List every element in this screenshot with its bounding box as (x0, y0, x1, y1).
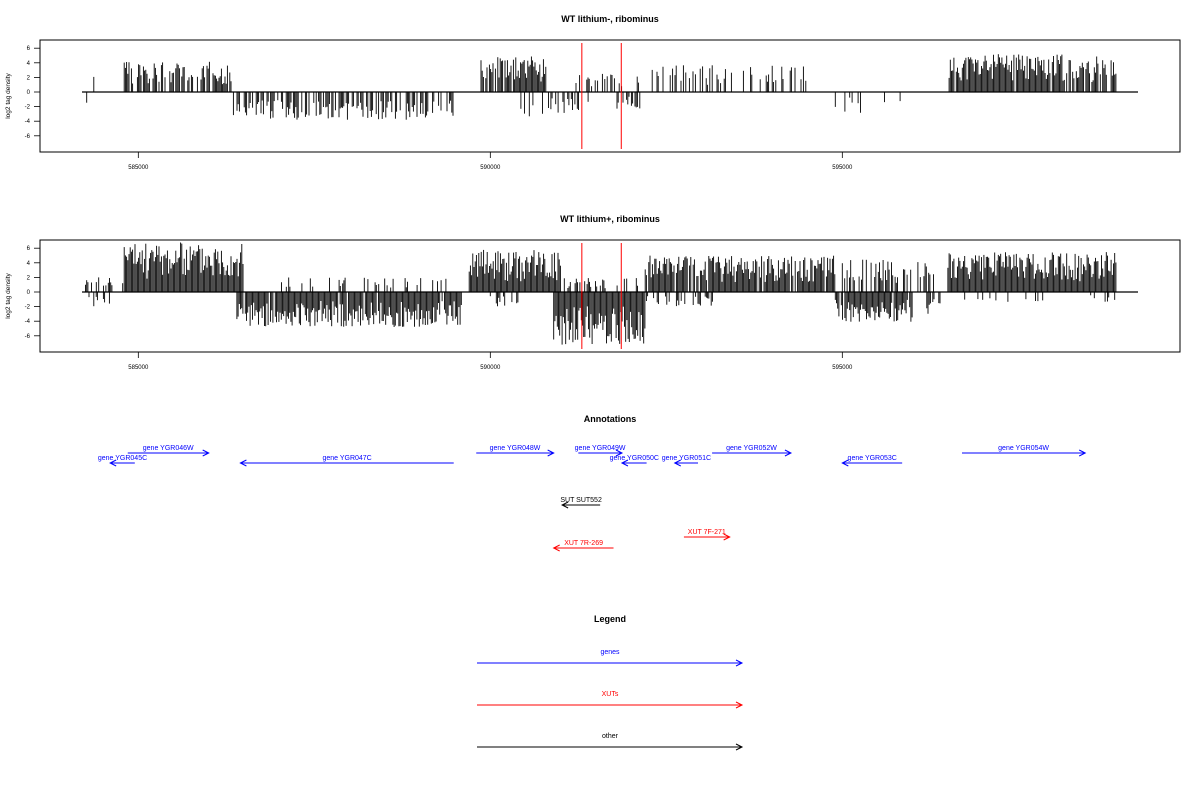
y-tick-label: 4 (27, 61, 31, 67)
y-tick-label: -4 (25, 119, 31, 125)
legend-items: genes XUTs other (477, 649, 744, 751)
panel-lithium-minus: WT lithium-, ribominus log2 tag density … (5, 14, 1181, 171)
y-tick-label: -2 (25, 105, 31, 111)
x-tick-label: 595000 (832, 365, 853, 371)
y-tick-label: -6 (25, 334, 31, 340)
panel-2-markers (581, 243, 622, 349)
annotation-label: gene YGR045C (98, 455, 147, 462)
annotation-label: SUT SUT552 (560, 497, 602, 504)
annotation-label: gene YGR052W (726, 445, 777, 452)
y-tick-label: 6 (27, 246, 31, 252)
annotation-label: gene YGR050C (610, 455, 659, 462)
annotation-label: gene YGR053C (848, 455, 897, 462)
legend-item-label: other (602, 733, 619, 740)
x-tick-label: 590000 (480, 365, 501, 371)
annotation-label: gene YGR048W (490, 445, 541, 452)
panel-lithium-plus: WT lithium+, ribominus log2 tag density … (5, 214, 1181, 371)
annotation-arrow (620, 459, 647, 467)
panel-2-title: WT lithium+, ribominus (560, 214, 660, 224)
x-tick-label: 585000 (128, 365, 149, 371)
legend-item-label: XUTs (602, 691, 619, 698)
annotation-label: gene YGR054W (998, 445, 1049, 452)
annotation-arrow (673, 459, 698, 467)
x-tick-label: 585000 (128, 165, 149, 171)
y-tick-label: -4 (25, 319, 31, 325)
y-tick-label: 0 (27, 290, 31, 296)
x-tick-label: 590000 (480, 165, 501, 171)
annotations-title: Annotations (584, 414, 637, 424)
annotation-label: XUT 7R-269 (564, 540, 603, 547)
panel-2-frame (39, 239, 1181, 353)
panel-1-frame (39, 39, 1181, 153)
legend-title: Legend (594, 614, 626, 624)
y-tick-label: 2 (27, 275, 31, 281)
panel-2-bars (85, 242, 1117, 345)
panel-1-title: WT lithium-, ribominus (561, 14, 659, 24)
panel-2-ylabel: log2 tag density (5, 272, 12, 318)
panel-1-ylabel: log2 tag density (5, 72, 12, 118)
legend-arrow (477, 659, 744, 667)
legend-arrow (477, 743, 744, 751)
annotation-arrow (712, 449, 793, 457)
annotation-arrow (841, 459, 903, 467)
legend: Legend genes XUTs other (477, 614, 744, 751)
panel-1-bars (86, 54, 1117, 120)
annotation-arrow (561, 501, 601, 509)
panel-2-axes: 6 4 2 0 -2 -4 -6 585000 590000 595000 (25, 246, 853, 371)
annotation-arrow (578, 449, 624, 457)
annotation-label: gene YGR047C (322, 455, 371, 462)
y-tick-label: 4 (27, 261, 31, 267)
legend-arrow (477, 701, 744, 709)
annotation-label: gene YGR049W (575, 445, 626, 452)
annotation-features: gene YGR045C gene YGR046W gene YGR047C gene… (98, 445, 1087, 552)
annotation-arrow (962, 449, 1087, 457)
y-tick-label: 2 (27, 75, 31, 81)
annotation-arrow (109, 459, 135, 467)
panel-1-markers (581, 43, 622, 149)
annotation-label: XUT 7F-271 (688, 529, 726, 536)
y-tick-label: 6 (27, 46, 31, 52)
y-tick-label: 0 (27, 90, 31, 96)
x-tick-label: 595000 (832, 165, 853, 171)
legend-item-label: genes (600, 649, 620, 656)
annotation-arrow (476, 449, 555, 457)
annotation-label: gene YGR046W (143, 445, 194, 452)
y-tick-label: -2 (25, 305, 31, 311)
panel-1-axes: 6 4 2 0 -2 -4 -6 585000 590000 595000 (25, 46, 853, 171)
annotation-arrow (127, 449, 210, 457)
y-tick-label: -6 (25, 134, 31, 140)
annotation-arrow (239, 459, 454, 467)
annotation-arrow (683, 533, 731, 541)
annotation-label: gene YGR051C (662, 455, 711, 462)
annotation-arrow (552, 544, 614, 552)
